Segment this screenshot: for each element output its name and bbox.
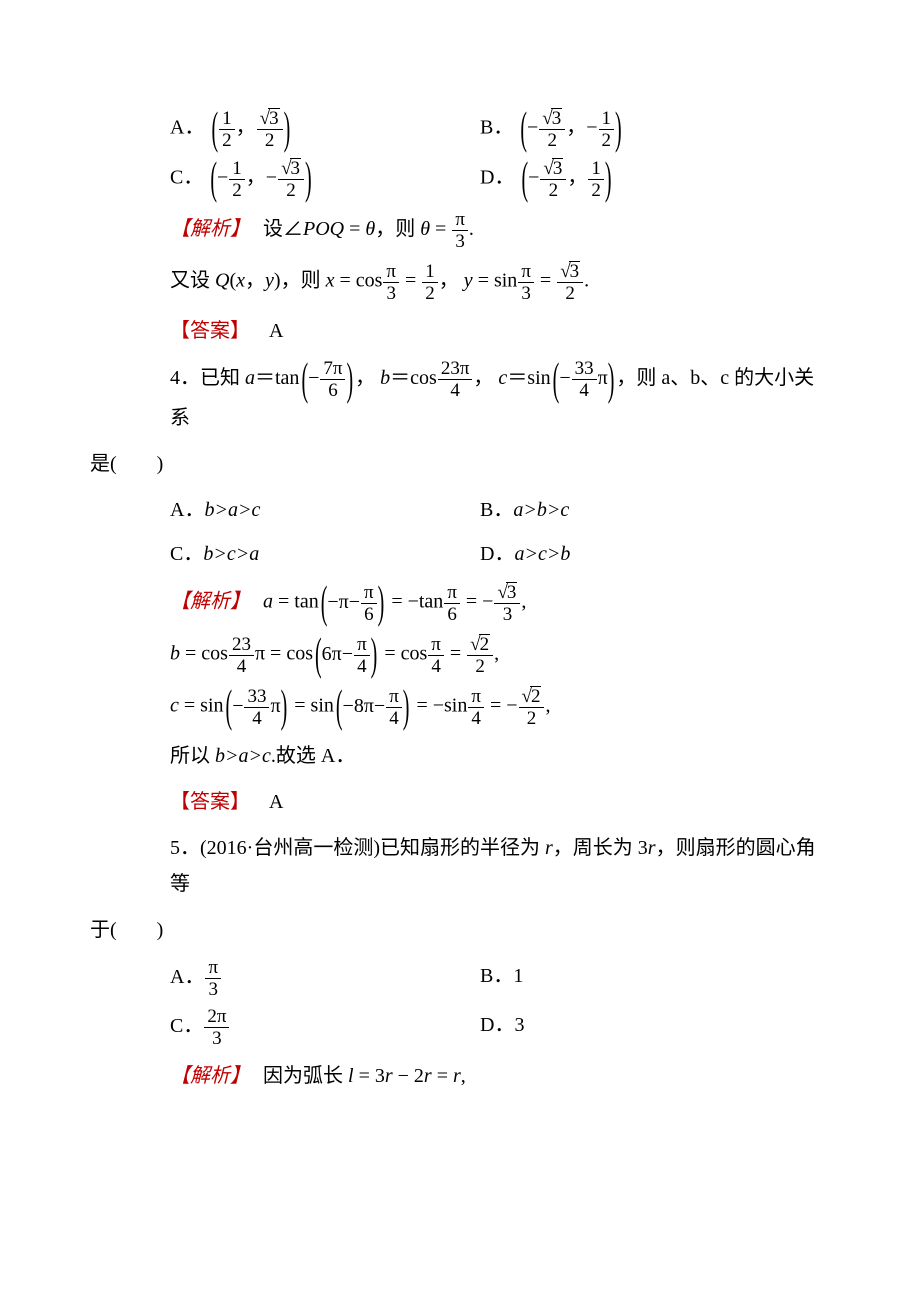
page: A． (12，32) B． (−32，−12) C． (−12，−32) D． … <box>0 0 920 1302</box>
opt-A-label: A． <box>170 117 204 139</box>
analysis-label: 【解析】 <box>170 218 250 240</box>
q3-options: A． (12，32) B． (−32，−12) C． (−12，−32) D． … <box>170 108 830 200</box>
opt-C: C． (−12，−32) <box>170 158 480 200</box>
q4-work-b: b = cos234π = cos(6π−π4) = cosπ4 = 22, <box>170 634 830 676</box>
q5-opt-D: D．3 <box>480 1007 830 1048</box>
q4-stem-2: 是( ) <box>90 446 830 482</box>
q5-stem-1: 5．(2016·台州高一检测)已知扇形的半径为 r，周长为 3r，则扇形的圆心角… <box>170 830 830 902</box>
opt-D-label: D． <box>480 167 514 189</box>
q4-opt-A: A．b>a>c <box>170 492 480 528</box>
q5-opt-row-1: A．π3 B．1 <box>170 958 830 999</box>
q4-options: A．b>a>c B．a>b>c C．b>c>a D．a>c>b <box>170 492 830 572</box>
q4-opt-B: B．a>b>c <box>480 492 830 528</box>
q4-conclusion: 所以 b>a>c.故选 A． <box>170 738 830 774</box>
q5-options: A．π3 B．1 C．2π3 D．3 <box>170 958 830 1048</box>
q4-work-a: 【解析】 a = tan(−π−π6) = −tanπ6 = −33, <box>170 582 830 624</box>
opt-row-2: C． (−12，−32) D． (−32，12) <box>170 158 830 200</box>
q4-answer: 【答案】 A <box>170 784 830 820</box>
q3-analysis-2: 又设 Q(x，y)，则 x = cosπ3 = 12， y = sinπ3 = … <box>170 261 830 303</box>
analysis-label: 【解析】 <box>170 1065 250 1087</box>
answer-label: 【答案】 <box>170 320 250 342</box>
opt-B-label: B． <box>480 117 513 139</box>
analysis-label: 【解析】 <box>170 591 250 613</box>
q5-opt-C: C．2π3 <box>170 1007 480 1048</box>
opt-C-label: C． <box>170 167 203 189</box>
q3-answer: 【答案】 A <box>170 313 830 349</box>
q3-analysis-1: 【解析】 设∠POQ = θ，则 θ = π3. <box>170 210 830 251</box>
q4-opt-row-1: A．b>a>c B．a>b>c <box>170 492 830 528</box>
q5-opt-A: A．π3 <box>170 958 480 999</box>
q4-opt-D: D．a>c>b <box>480 536 830 572</box>
q4-opt-row-2: C．b>c>a D．a>c>b <box>170 536 830 572</box>
answer-label: 【答案】 <box>170 791 250 813</box>
q4-stem-1: 4．已知 a＝tan(−7π6)， b＝cos23π4， c＝sin(−334π… <box>170 359 830 436</box>
q5-work: 【解析】 因为弧长 l = 3r − 2r = r, <box>170 1058 830 1094</box>
opt-D: D． (−32，12) <box>480 158 830 200</box>
q5-stem-2: 于( ) <box>90 912 830 948</box>
q5-opt-row-2: C．2π3 D．3 <box>170 1007 830 1048</box>
opt-row-1: A． (12，32) B． (−32，−12) <box>170 108 830 150</box>
opt-B: B． (−32，−12) <box>480 108 830 150</box>
q4-work-c: c = sin(−334π) = sin(−8π−π4) = −sinπ4 = … <box>170 686 830 728</box>
q5-opt-B: B．1 <box>480 958 830 999</box>
